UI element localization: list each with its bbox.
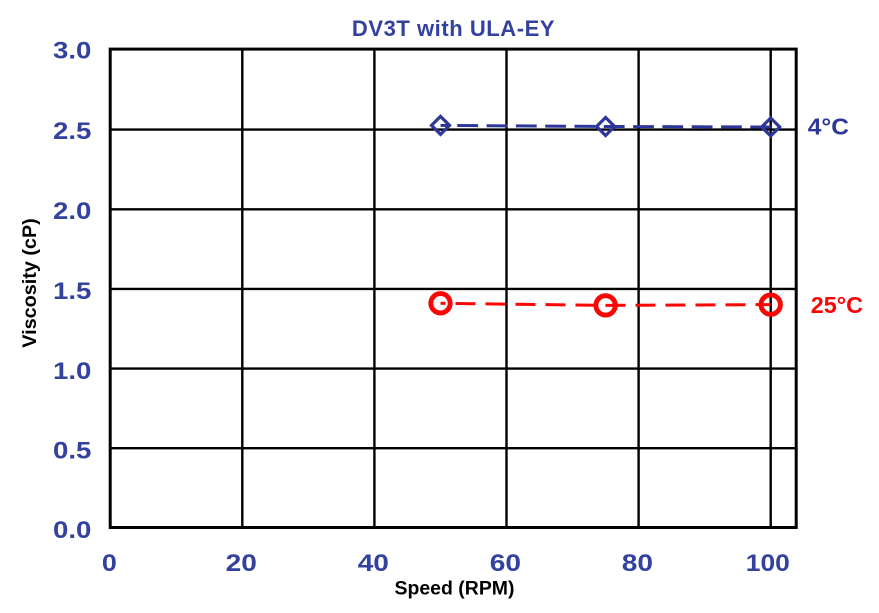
- svg-text:4°C: 4°C: [808, 114, 849, 140]
- svg-text:1.0: 1.0: [53, 358, 91, 384]
- svg-text:100: 100: [746, 550, 790, 577]
- svg-text:20: 20: [226, 549, 257, 577]
- svg-text:Speed (RPM): Speed (RPM): [395, 579, 515, 600]
- svg-text:3.0: 3.0: [53, 38, 91, 64]
- svg-text:2.5: 2.5: [53, 118, 91, 144]
- svg-text:1.5: 1.5: [53, 279, 91, 305]
- svg-text:0: 0: [102, 550, 117, 576]
- svg-text:0.0: 0.0: [53, 518, 91, 544]
- svg-text:DV3T with ULA-EY: DV3T with ULA-EY: [352, 16, 555, 41]
- svg-text:2.0: 2.0: [53, 199, 91, 225]
- svg-text:40: 40: [358, 549, 389, 577]
- svg-text:60: 60: [490, 549, 521, 577]
- svg-text:80: 80: [622, 549, 653, 577]
- svg-text:Viscosity (cP): Viscosity (cP): [20, 218, 41, 348]
- svg-text:25°C: 25°C: [811, 292, 863, 318]
- svg-text:0.5: 0.5: [53, 438, 91, 464]
